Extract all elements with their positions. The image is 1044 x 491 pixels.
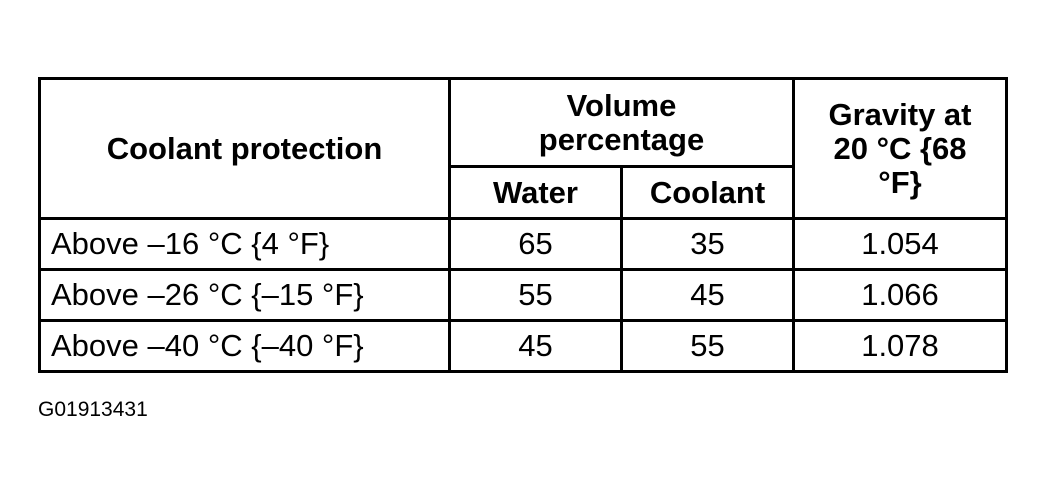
table-cell: 1.078 — [792, 319, 1008, 373]
table-cell: 35 — [620, 217, 795, 271]
header-cell: Water — [448, 165, 623, 220]
header-cell: Gravity at 20 °C {68 °F} — [792, 77, 1008, 220]
table-row: Above –16 °C {4 °F} 65 35 1.054 — [38, 217, 1008, 271]
table-row: Above –40 °C {–40 °F} 45 55 1.078 — [38, 319, 1008, 373]
table-cell: Above –40 °C {–40 °F} — [38, 319, 451, 373]
coolant-table: Coolant protection Volume percentage Gra… — [38, 77, 1008, 373]
table-body: Above –16 °C {4 °F} 65 35 1.054 Above –26 °C… — [38, 217, 1008, 373]
table-cell: 55 — [448, 268, 623, 322]
table-cell: 65 — [448, 217, 623, 271]
header-cell: Coolant — [620, 165, 795, 220]
header-cell: Coolant protection — [38, 77, 451, 220]
table-cell: Above –26 °C {–15 °F} — [38, 268, 451, 322]
table-cell: 1.066 — [792, 268, 1008, 322]
table-cell: 55 — [620, 319, 795, 373]
table-cell: 45 — [620, 268, 795, 322]
table-cell: 45 — [448, 319, 623, 373]
table-row: Above –26 °C {–15 °F} 55 45 1.066 — [38, 268, 1008, 322]
header-cell: Volume percentage — [448, 77, 795, 168]
table-cell: 1.054 — [792, 217, 1008, 271]
caption: G01913431 — [38, 398, 148, 421]
table-cell: Above –16 °C {4 °F} — [38, 217, 451, 271]
